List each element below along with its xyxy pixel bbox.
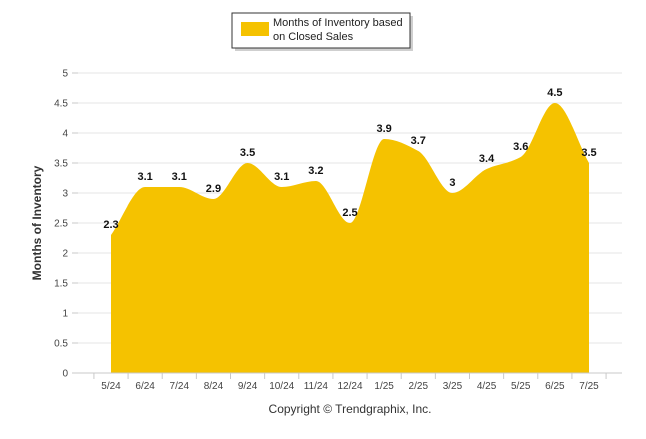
legend: Months of Inventory based on Closed Sale… [231, 12, 413, 51]
legend-label-line-1: Months of Inventory based [273, 17, 403, 29]
x-tick-label: 6/25 [545, 381, 565, 392]
y-tick-labels: 0 0.5 1 1.5 2 2.5 3 3.5 4 4.5 5 [54, 69, 68, 380]
y-tick-label: 5 [62, 69, 68, 80]
y-tick-label: 2.5 [54, 219, 68, 230]
x-tick-label: 7/25 [579, 381, 599, 392]
data-label: 3.1 [274, 171, 289, 183]
x-tick-labels: 5/24 6/24 7/24 8/24 9/24 10/24 11/24 12/24 1/25 2… [93, 373, 607, 392]
data-label: 3.2 [308, 165, 323, 177]
y-tick-label: 0.5 [54, 339, 68, 350]
y-tick-label: 1 [62, 309, 68, 320]
data-label: 3.4 [479, 153, 495, 165]
x-tick-label: 5/24 [101, 381, 121, 392]
legend-label-line-2: on Closed Sales [273, 31, 354, 43]
data-label: 3.5 [581, 147, 596, 159]
data-label: 2.5 [342, 207, 357, 219]
x-tick-label: 9/24 [238, 381, 258, 392]
data-label: 2.9 [206, 183, 221, 195]
series-area [111, 103, 589, 373]
data-label: 3.7 [411, 135, 426, 147]
data-label: 4.5 [547, 87, 562, 99]
x-tick-label: 1/25 [374, 381, 394, 392]
data-label: 3.9 [376, 123, 391, 135]
y-tick-label: 4 [62, 129, 68, 140]
data-label: 2.3 [103, 219, 118, 231]
y-tick-label: 1.5 [54, 279, 68, 290]
y-tick-label: 3 [62, 189, 68, 200]
x-tick-label: 7/24 [170, 381, 190, 392]
x-tick-label: 3/25 [443, 381, 463, 392]
data-label: 3.1 [137, 171, 152, 183]
legend-swatch [241, 22, 269, 36]
x-tick-label: 2/25 [409, 381, 429, 392]
y-tick-label: 4.5 [54, 99, 68, 110]
y-tick-label: 0 [62, 369, 68, 380]
x-tick-label: 10/24 [269, 381, 294, 392]
y-tick-label: 3.5 [54, 159, 68, 170]
y-tick-label: 2 [62, 249, 68, 260]
data-labels: 2.3 3.1 3.1 2.9 3.5 3.1 3.2 2.5 3.9 3.7 3 3.4 3.6 4.5… [103, 87, 596, 231]
x-tick-label: 8/24 [204, 381, 224, 392]
data-label: 3.1 [172, 171, 187, 183]
x-tick-label: 4/25 [477, 381, 497, 392]
copyright-text: Copyright © Trendgraphix, Inc. [269, 402, 432, 416]
x-tick-label: 6/24 [135, 381, 155, 392]
x-tick-label: 11/24 [304, 381, 329, 392]
data-label: 3 [449, 177, 455, 189]
x-tick-label: 5/25 [511, 381, 531, 392]
x-tick-label: 12/24 [337, 381, 362, 392]
data-label: 3.6 [513, 141, 528, 153]
y-axis-title: Months of Inventory [30, 165, 44, 280]
data-label: 3.5 [240, 147, 255, 159]
